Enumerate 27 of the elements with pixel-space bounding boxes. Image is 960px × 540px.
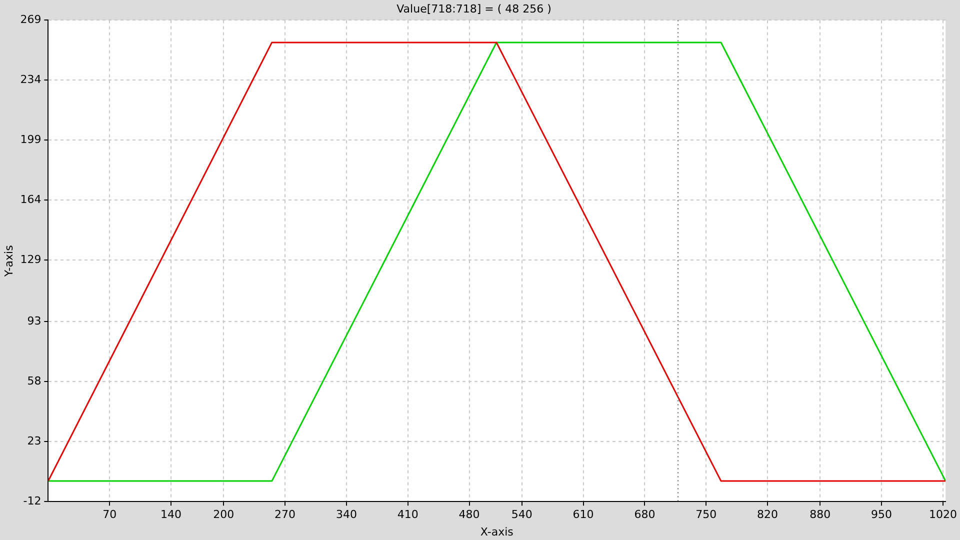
x-tick-label: 880	[810, 508, 831, 522]
x-tick-label: 140	[160, 508, 182, 522]
x-tick-label: 540	[511, 508, 532, 522]
x-tick-label: 410	[397, 508, 418, 522]
x-tick-label: 750	[696, 508, 717, 522]
x-axis-title: X-axis	[480, 525, 514, 538]
x-tick-label: 610	[572, 508, 594, 522]
y-tick-label: 199	[20, 132, 42, 146]
y-tick-label: 269	[20, 13, 42, 26]
x-tick-label: 950	[871, 508, 892, 522]
x-tick-label: 200	[213, 508, 234, 522]
x-tick-label: 820	[757, 508, 778, 522]
chart-title: Value[718:718] = ( 48 256 )	[396, 2, 552, 16]
x-tick-label: 270	[274, 508, 296, 522]
y-tick-label: 58	[27, 374, 42, 388]
y-tick-label: 23	[27, 434, 42, 448]
y-tick-label: 234	[20, 73, 42, 86]
x-tick-label: 480	[458, 508, 480, 522]
x-tick-label: 70	[102, 508, 117, 522]
y-axis-title: Y-axis	[2, 244, 16, 278]
y-tick-label: -12	[23, 494, 42, 508]
y-tick-label: 129	[20, 252, 42, 266]
x-tick-label: 1020	[928, 508, 957, 522]
x-tick-label: 340	[336, 508, 357, 522]
y-tick-label: 93	[27, 314, 42, 328]
x-tick-label: 680	[634, 508, 656, 522]
y-tick-label: 164	[20, 192, 42, 206]
